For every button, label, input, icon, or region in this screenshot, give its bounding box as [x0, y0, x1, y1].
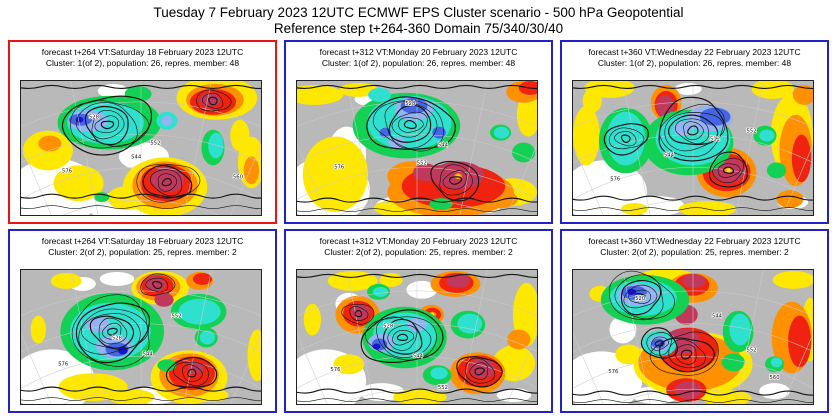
svg-text:576: 576	[62, 168, 73, 174]
svg-text:528: 528	[383, 324, 394, 330]
svg-text:528: 528	[112, 335, 123, 341]
svg-text:544: 544	[143, 351, 154, 357]
product-title: Tuesday 7 February 2023 12UTC ECMWF EPS …	[153, 5, 684, 20]
svg-text:552: 552	[747, 129, 757, 135]
svg-text:544: 544	[131, 154, 142, 160]
svg-text:560: 560	[770, 375, 781, 381]
panel-header: forecast t+264 VT:Saturday 18 February 2…	[10, 231, 275, 258]
cluster-info-line: Cluster: 2(of 2), population: 25, repres…	[324, 247, 513, 257]
svg-text:576: 576	[330, 367, 341, 373]
svg-text:576: 576	[610, 176, 621, 182]
forecast-step-line: forecast t+264 VT:Saturday 18 February 2…	[41, 236, 244, 246]
svg-text:528: 528	[405, 101, 416, 107]
svg-text:576: 576	[58, 361, 69, 367]
svg-text:520: 520	[635, 296, 646, 302]
cluster-info-line: Cluster: 1(of 2), population: 26, repres…	[321, 58, 516, 68]
svg-text:544: 544	[413, 353, 424, 359]
svg-text:552: 552	[150, 140, 160, 146]
svg-text:552: 552	[171, 314, 181, 320]
geopotential-map: 576 528 544 552	[20, 269, 262, 405]
svg-text:544: 544	[712, 314, 723, 320]
svg-text:576: 576	[334, 164, 345, 170]
forecast-step-line: forecast t+312 VT:Monday 20 February 202…	[319, 236, 518, 246]
forecast-step-line: forecast t+360 VT:Wednesday 22 February …	[588, 236, 801, 246]
panel-grid: forecast t+264 VT:Saturday 18 February 2…	[8, 40, 829, 413]
panel-header: forecast t+312 VT:Monday 20 February 202…	[286, 42, 551, 69]
svg-text:552: 552	[438, 385, 448, 391]
svg-text:544: 544	[438, 142, 449, 148]
cluster-info-line: Cluster: 1(of 2), population: 26, repres…	[597, 58, 792, 68]
panel-cluster2-t264: forecast t+264 VT:Saturday 18 February 2…	[8, 229, 277, 413]
svg-text:512: 512	[710, 136, 720, 142]
geopotential-map: 512 544 576 552	[572, 80, 814, 216]
svg-text:544: 544	[664, 152, 675, 158]
panel-header: forecast t+312 VT:Monday 20 February 202…	[286, 231, 551, 258]
forecast-step-line: forecast t+312 VT:Monday 20 February 202…	[319, 47, 518, 57]
svg-text:576: 576	[608, 369, 619, 375]
geopotential-map: 576 544 528 552	[296, 269, 538, 405]
cluster-info-line: Cluster: 1(of 2), population: 26, repres…	[45, 58, 240, 68]
title-block: Tuesday 7 February 2023 12UTC ECMWF EPS …	[0, 4, 837, 37]
panel-cluster1-t264: forecast t+264 VT:Saturday 18 February 2…	[8, 40, 277, 224]
forecast-step-line: forecast t+264 VT:Saturday 18 February 2…	[41, 47, 244, 57]
svg-text:528: 528	[89, 115, 100, 121]
svg-text:552: 552	[747, 347, 757, 353]
product-subtitle: Reference step t+264-360 Domain 75/340/3…	[273, 21, 564, 36]
geopotential-map: 576 544 552 528	[296, 80, 538, 216]
panel-cluster2-t312: forecast t+312 VT:Monday 20 February 202…	[284, 229, 553, 413]
panel-header: forecast t+360 VT:Wednesday 22 February …	[562, 231, 827, 258]
geopotential-map: 576 544 552 528 560	[20, 80, 262, 216]
svg-text:552: 552	[417, 160, 427, 166]
panel-header: forecast t+360 VT:Wednesday 22 February …	[562, 42, 827, 69]
cluster-info-line: Cluster: 2(of 2), population: 25, repres…	[600, 247, 789, 257]
panel-cluster1-t312: forecast t+312 VT:Monday 20 February 202…	[284, 40, 553, 224]
panel-cluster1-t360: forecast t+360 VT:Wednesday 22 February …	[560, 40, 829, 224]
cluster-info-line: Cluster: 2(of 2), population: 25, repres…	[48, 247, 237, 257]
geopotential-map: 520 576 544 552 560	[572, 269, 814, 405]
forecast-step-line: forecast t+360 VT:Wednesday 22 February …	[588, 47, 801, 57]
svg-text:560: 560	[233, 174, 244, 180]
panel-cluster2-t360: forecast t+360 VT:Wednesday 22 February …	[560, 229, 829, 413]
panel-header: forecast t+264 VT:Saturday 18 February 2…	[10, 42, 275, 69]
